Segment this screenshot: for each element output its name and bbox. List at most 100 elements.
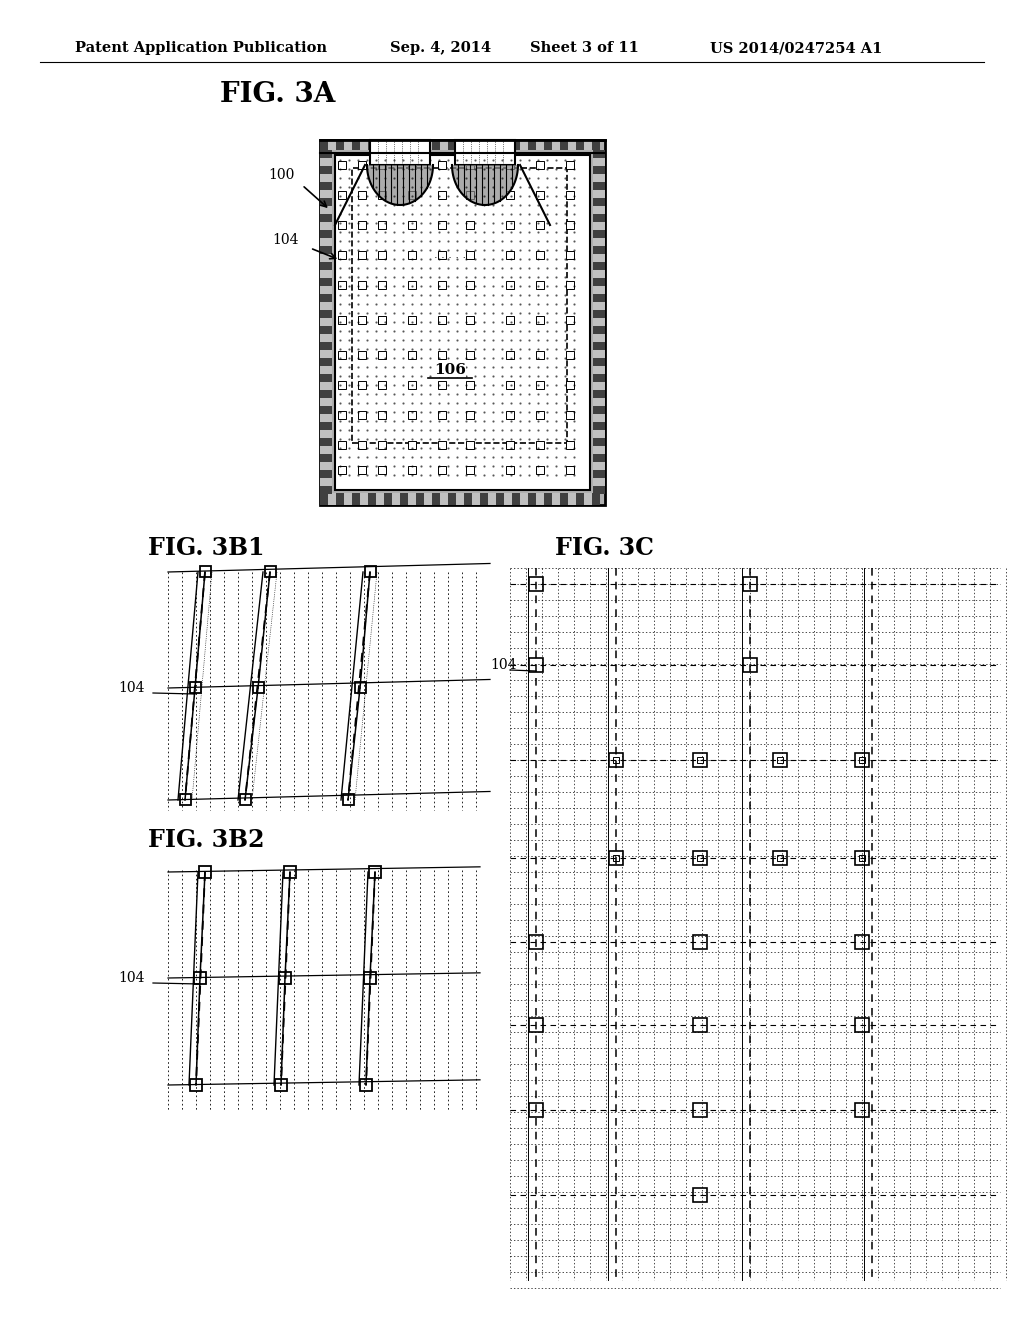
Bar (416, 492, 424, 506)
Bar (408, 411, 416, 418)
Bar (408, 220, 416, 228)
Bar (343, 795, 354, 805)
Bar (566, 251, 574, 259)
Text: FIG. 3B1: FIG. 3B1 (148, 536, 264, 560)
Bar (319, 486, 332, 494)
Bar (358, 351, 366, 359)
Bar (319, 350, 332, 358)
Bar (358, 381, 366, 389)
Bar (693, 752, 707, 767)
Bar (466, 466, 474, 474)
Text: 104: 104 (272, 234, 299, 247)
Bar (319, 389, 332, 399)
Bar (488, 492, 496, 506)
Bar (593, 399, 605, 407)
Bar (190, 682, 201, 693)
Bar (593, 374, 605, 381)
Bar (358, 191, 366, 199)
Bar (319, 438, 332, 446)
Bar (560, 492, 568, 506)
Bar (593, 310, 605, 318)
Bar (438, 191, 446, 199)
Bar (496, 492, 504, 506)
Bar (593, 381, 605, 389)
Bar (190, 1078, 202, 1092)
Bar (566, 411, 574, 418)
Bar (338, 315, 346, 323)
Bar (593, 446, 605, 454)
Bar (319, 430, 332, 438)
Bar (358, 161, 366, 169)
Bar (593, 334, 605, 342)
Bar (319, 174, 332, 182)
Bar (859, 756, 865, 763)
Bar (440, 492, 449, 506)
Bar (544, 140, 552, 150)
Bar (697, 756, 703, 763)
Bar (529, 577, 543, 591)
Bar (364, 972, 376, 983)
Bar (358, 281, 366, 289)
Bar (593, 302, 605, 310)
Bar (466, 191, 474, 199)
Bar (520, 140, 528, 150)
Bar (376, 492, 384, 506)
Bar (319, 446, 332, 454)
Bar (593, 454, 605, 462)
Bar (319, 271, 332, 279)
Bar (344, 492, 352, 506)
Bar (566, 191, 574, 199)
Bar (529, 657, 543, 672)
Bar (613, 855, 618, 861)
Bar (180, 795, 191, 805)
Bar (743, 577, 757, 591)
Bar (358, 466, 366, 474)
Bar (328, 140, 336, 150)
Bar (480, 492, 488, 506)
Bar (593, 470, 605, 478)
Bar (438, 251, 446, 259)
Bar (593, 358, 605, 366)
Bar (464, 492, 472, 506)
Bar (319, 182, 332, 190)
Bar (328, 492, 336, 506)
Bar (265, 566, 276, 577)
Bar (319, 166, 332, 174)
Bar (424, 140, 432, 150)
Bar (338, 466, 346, 474)
Bar (593, 174, 605, 182)
Bar (319, 261, 332, 271)
Bar (504, 140, 512, 150)
Bar (438, 220, 446, 228)
Text: FIG. 3C: FIG. 3C (555, 536, 654, 560)
Bar (592, 492, 600, 506)
Bar (378, 251, 386, 259)
Bar (456, 492, 464, 506)
Bar (693, 1018, 707, 1032)
Bar (319, 302, 332, 310)
Bar (506, 411, 514, 418)
Text: . . . . .: . . . . . (434, 249, 466, 260)
Bar (859, 855, 865, 861)
Bar (777, 855, 783, 861)
Bar (319, 286, 332, 294)
Bar (284, 866, 296, 878)
Bar (693, 851, 707, 865)
Bar (408, 466, 416, 474)
Bar (593, 238, 605, 246)
Bar (536, 381, 544, 389)
Bar (319, 454, 332, 462)
Bar (609, 851, 623, 865)
Bar (319, 214, 332, 222)
Bar (609, 752, 623, 767)
Bar (504, 492, 512, 506)
Bar (575, 140, 584, 150)
Bar (593, 342, 605, 350)
Bar (319, 422, 332, 430)
Bar (455, 140, 515, 165)
Bar (336, 492, 344, 506)
Bar (319, 238, 332, 246)
Bar (408, 251, 416, 259)
Bar (506, 466, 514, 474)
Bar (506, 441, 514, 449)
